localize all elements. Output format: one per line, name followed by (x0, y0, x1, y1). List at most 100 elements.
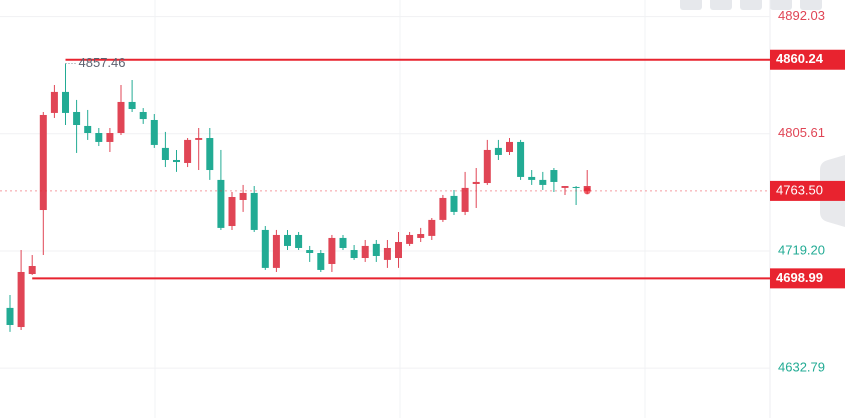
candle (195, 127, 203, 171)
tool-button[interactable] (740, 0, 762, 10)
candle (62, 63, 69, 126)
y-tick-label: 4892.03 (778, 8, 825, 23)
candle-body (295, 234, 303, 248)
candle (395, 231, 402, 268)
candle-body (173, 159, 180, 163)
candle (317, 250, 325, 272)
candle (428, 218, 436, 240)
candle-body (39, 114, 47, 211)
candle-body (28, 266, 36, 275)
candle (228, 191, 236, 230)
candle-body (406, 234, 414, 244)
last-price-badge (770, 180, 845, 201)
candle (528, 170, 536, 185)
candle-body (73, 111, 81, 126)
candle (73, 99, 81, 153)
candle-body (383, 247, 391, 260)
candle-body (561, 186, 569, 188)
candle-body (572, 186, 580, 188)
candle (250, 186, 258, 232)
candle (550, 167, 558, 192)
candle (383, 239, 391, 268)
candle (28, 255, 36, 275)
candle (84, 109, 92, 140)
y-tick-label: 4719.20 (778, 242, 825, 257)
candle-body (228, 197, 236, 227)
candle (6, 295, 14, 332)
candle-body (128, 101, 136, 110)
candle-body (428, 219, 436, 236)
candle (217, 149, 225, 230)
level-label: 4698.99 (776, 270, 823, 285)
y-tick-label: 4805.61 (778, 125, 825, 140)
candle (139, 108, 147, 124)
candle-body (506, 141, 513, 152)
candle (561, 186, 569, 195)
candle (106, 127, 114, 152)
candle (272, 229, 280, 272)
candle-body (217, 179, 225, 228)
candle (539, 171, 547, 190)
candle-body (550, 170, 558, 182)
candle (506, 138, 513, 155)
candle-body (150, 119, 158, 145)
candle (461, 171, 469, 216)
candle (306, 245, 314, 262)
candle-body (117, 101, 125, 134)
candle-body (95, 133, 103, 142)
toolbar (680, 0, 822, 10)
tool-button[interactable] (800, 0, 822, 10)
candle-body (139, 111, 147, 120)
candle-body (395, 242, 402, 259)
candle-body (372, 243, 380, 256)
candle (161, 131, 169, 168)
candle (361, 239, 369, 262)
candle (472, 167, 480, 208)
candle-body (494, 147, 502, 155)
candle-body (483, 149, 491, 184)
tool-button[interactable] (770, 0, 792, 10)
tool-button[interactable] (710, 0, 732, 10)
last-price-label: 4763.50 (776, 182, 823, 197)
candle (439, 194, 447, 222)
candle (39, 111, 47, 256)
candle-body (539, 179, 547, 185)
candle-body (439, 197, 447, 220)
candle-body (161, 147, 169, 160)
candle-body (195, 138, 203, 140)
tool-button[interactable] (680, 0, 702, 10)
candle-body (62, 91, 69, 113)
level-badge (770, 268, 845, 289)
candle (406, 231, 414, 246)
candle (117, 85, 125, 136)
candle (50, 85, 58, 118)
candle (295, 231, 303, 251)
candle (517, 139, 525, 180)
candle (150, 114, 158, 148)
y-tick-label: 4632.79 (778, 360, 825, 375)
candle-body (306, 250, 314, 253)
candle-body (17, 271, 25, 328)
candle (95, 127, 103, 147)
candle-body (106, 133, 114, 142)
candle (350, 244, 358, 260)
candle (206, 127, 214, 180)
candle-body (50, 91, 58, 113)
candle (261, 226, 269, 270)
candle-body (339, 237, 347, 248)
candle (483, 139, 491, 185)
candle (239, 184, 247, 212)
candle-body (272, 234, 280, 268)
candle (339, 234, 347, 251)
candle-body (6, 307, 14, 325)
candle (494, 139, 502, 160)
level-label: 4860.24 (776, 51, 824, 66)
candle-body (261, 229, 269, 268)
candle (328, 234, 336, 272)
last-price-dot (583, 187, 591, 195)
candle (173, 149, 180, 172)
candle (417, 227, 425, 243)
